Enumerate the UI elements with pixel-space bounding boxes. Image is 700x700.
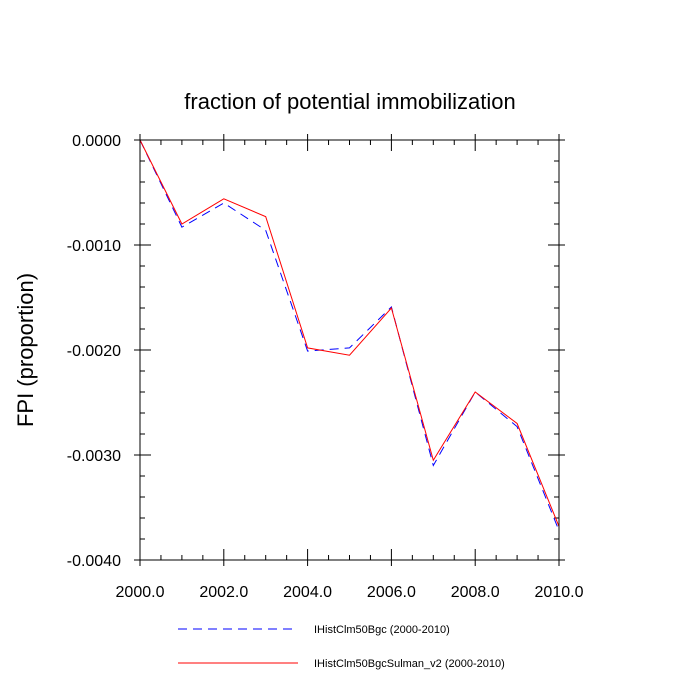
x-tick-label: 2000.0 [116, 584, 165, 601]
legend-label-series-1: IHistClm50Bgc (2000-2010) [314, 624, 450, 636]
legend-label-series-2: IHistClm50BgcSulman_v2 (2000-2010) [314, 658, 505, 670]
chart-title: fraction of potential immobilization [184, 89, 515, 114]
y-tick-label: -0.0010 [67, 238, 121, 255]
y-axis-label: FPI (proportion) [13, 273, 38, 427]
x-tick-label: 2006.0 [367, 584, 416, 601]
series-line-2 [139, 139, 560, 527]
axis-ticks [134, 134, 565, 566]
plot-frame [139, 139, 560, 561]
y-tick-label: -0.0040 [67, 553, 121, 570]
series-line-1 [139, 139, 560, 531]
series-lines [139, 139, 560, 531]
legend: IHistClm50Bgc (2000-2010) IHistClm50BgcS… [178, 624, 505, 670]
y-tick-label: 0.0000 [72, 133, 121, 150]
x-tick-label: 2010.0 [535, 584, 584, 601]
x-tick-label: 2004.0 [283, 584, 332, 601]
axis-tick-labels: 2000.0 2002.0 2004.0 2006.0 2008.0 2010.0 0.00… [67, 133, 584, 601]
y-tick-label: -0.0020 [67, 343, 121, 360]
x-tick-label: 2002.0 [199, 584, 248, 601]
y-tick-label: -0.0030 [67, 448, 121, 465]
x-tick-label: 2008.0 [451, 584, 500, 601]
